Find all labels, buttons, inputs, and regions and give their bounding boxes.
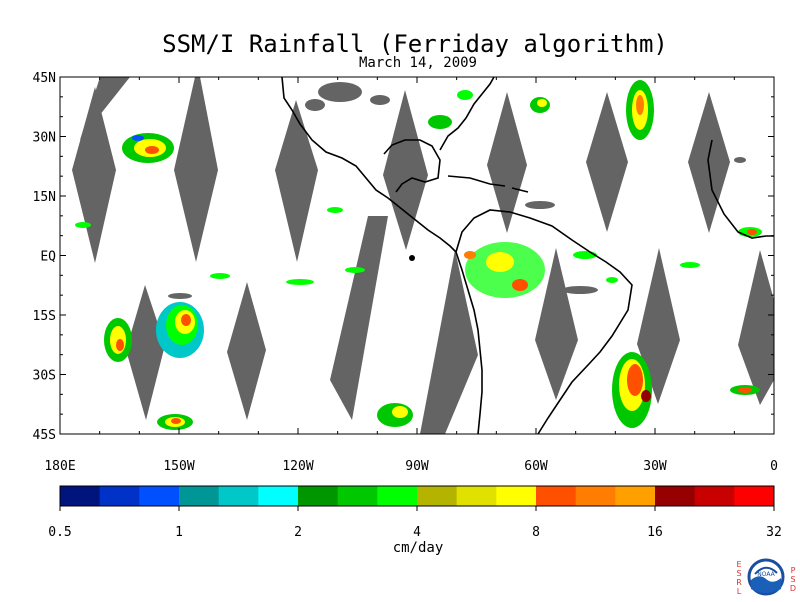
psd-letters: P S D (789, 566, 797, 593)
swath (126, 285, 165, 420)
esrl-letters: E S R L (735, 560, 743, 596)
colorbar-swatch (99, 486, 140, 506)
colorbar-swatch (139, 486, 180, 506)
colorbar: 0.5 1 2 4 8 16 32 (48, 485, 782, 540)
logo-letter: D (789, 584, 797, 593)
rain-patch (730, 385, 760, 395)
swath (535, 248, 578, 400)
map-plot-background (60, 77, 774, 434)
logo-letter: S (736, 569, 742, 578)
noaa-logo-wave (751, 576, 781, 593)
colorbar-swatch (377, 486, 418, 506)
lon-tick-label: 180E (44, 459, 75, 474)
north-america-coast (281, 76, 457, 253)
rain-patch (612, 352, 652, 428)
swath (330, 216, 388, 420)
colorbar-tick-label: 32 (766, 525, 782, 540)
rain-patch (626, 80, 654, 140)
colorbar-unit-label: cm/day (392, 540, 444, 556)
map-title: SSM/I Rainfall (Ferriday algorithm) (162, 30, 668, 58)
colorbar-tick-label: 2 (294, 525, 302, 540)
latitude-axis: 45N 30N 15N EQ 15S 30S 45S (33, 71, 774, 443)
colorbar-swatch (258, 486, 299, 506)
lat-tick-label: 15N (33, 190, 56, 205)
lat-tick-label: 15S (33, 309, 56, 324)
colorbar-swatch (298, 486, 339, 506)
swath (174, 77, 218, 262)
swath (586, 92, 628, 232)
rain-patch (157, 414, 193, 430)
rain-patch (75, 207, 700, 285)
swath (637, 248, 680, 404)
colorbar-swatch (417, 486, 458, 506)
rain-patch (377, 403, 413, 427)
lon-tick-label: 60W (524, 459, 548, 474)
rain-patch (530, 97, 550, 113)
logo-letter: L (736, 587, 742, 596)
lon-tick-label: 90W (405, 459, 429, 474)
colorbar-swatch (734, 486, 775, 506)
lat-tick-label: 30S (33, 369, 56, 384)
rain-patch (464, 242, 545, 298)
africa-coast (707, 139, 774, 239)
swath (487, 92, 527, 233)
lat-tick-label: 30N (33, 131, 56, 146)
island-dot (409, 255, 415, 261)
colorbar-tick-label: 16 (647, 525, 663, 540)
colorbar-swatch (179, 486, 220, 506)
colorbar-tick-label: 1 (175, 525, 183, 540)
rain-patch (104, 318, 132, 362)
rain-patch (122, 133, 174, 163)
rain-patch (428, 90, 473, 129)
logo-letter: P (790, 566, 796, 575)
colorbar-tick-label: 4 (413, 525, 421, 540)
colorbar-tick-label: 0.5 (48, 525, 71, 540)
swath (738, 250, 774, 405)
rain-patch (156, 302, 204, 358)
colorbar-swatch (60, 486, 101, 506)
rain-patch (738, 227, 762, 237)
south-america-west-coast (455, 251, 483, 435)
longitude-axis: 180E 150W 120W 90W 60W 30W 0 (44, 77, 778, 474)
logo-letter: R (736, 578, 742, 587)
lon-tick-label: 120W (282, 459, 313, 474)
lon-tick-label: 150W (163, 459, 194, 474)
noaa-esrl-psd-logo: NOAA E S R L P S D (735, 556, 797, 598)
us-east-coast (439, 76, 495, 151)
colorbar-swatch (496, 486, 537, 506)
colorbar-swatch (456, 486, 497, 506)
swath (227, 282, 266, 420)
noaa-logo-bird (754, 566, 778, 575)
colorbar-swatch (655, 486, 696, 506)
colorbar-swatch (218, 486, 259, 506)
swath (80, 77, 130, 140)
swath (420, 250, 478, 434)
map-subtitle: March 14, 2009 (358, 55, 477, 71)
colorbar-swatch (337, 486, 378, 506)
swath (383, 90, 428, 250)
logo-letter: S (790, 575, 796, 584)
land-bits (168, 82, 746, 299)
lat-tick-label: 45S (33, 428, 56, 443)
noaa-logo-text: NOAA (757, 571, 775, 578)
lon-tick-label: 30W (643, 459, 667, 474)
coastlines (281, 76, 774, 435)
south-america-coast (455, 209, 633, 435)
logo-letter: E (736, 560, 742, 569)
colorbar-swatch (694, 486, 735, 506)
lat-tick-label: EQ (40, 250, 56, 265)
colorbar-swatch (615, 486, 656, 506)
lon-tick-label: 0 (770, 459, 778, 474)
colorbar-tick-label: 8 (532, 525, 540, 540)
gulf-coast (383, 139, 441, 193)
lat-tick-label: 45N (33, 71, 56, 86)
caribbean (447, 175, 529, 193)
colorbar-swatch (575, 486, 616, 506)
missing-swaths (72, 77, 774, 434)
colorbar-swatch (536, 486, 577, 506)
swath (275, 100, 318, 262)
